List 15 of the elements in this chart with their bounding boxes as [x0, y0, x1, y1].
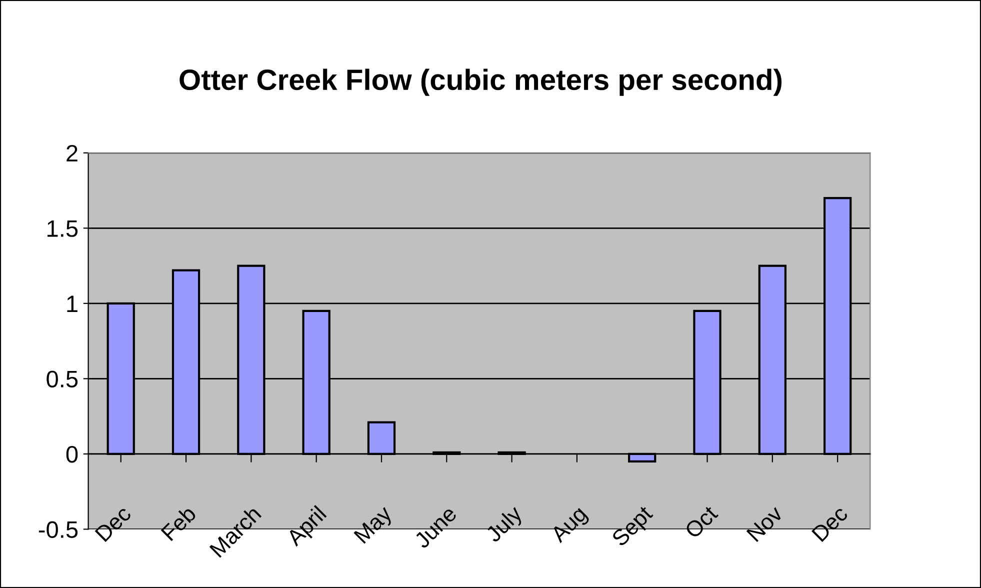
x-tick-label: Dec	[811, 504, 849, 542]
y-tick-label: 0.5	[46, 370, 78, 388]
y-tick-label: 2	[66, 144, 78, 162]
x-tick-label: May	[354, 504, 396, 547]
x-tick-label: Nov	[746, 504, 784, 542]
chart-title: Otter Creek Flow (cubic meters per second)	[180, 68, 782, 96]
y-tick-label: -0.5	[38, 521, 78, 538]
y-tick-label: 1.5	[48, 220, 78, 237]
x-tick-label: Feb	[160, 504, 197, 542]
y-tick-label: 0	[66, 446, 78, 463]
x-tick-label: July	[484, 504, 526, 546]
x-tick-label: Dec	[94, 504, 132, 542]
x-tick-label: Oct	[684, 504, 719, 540]
x-tick-label: Aug	[550, 506, 591, 547]
y-tick-label: 1	[67, 296, 78, 312]
